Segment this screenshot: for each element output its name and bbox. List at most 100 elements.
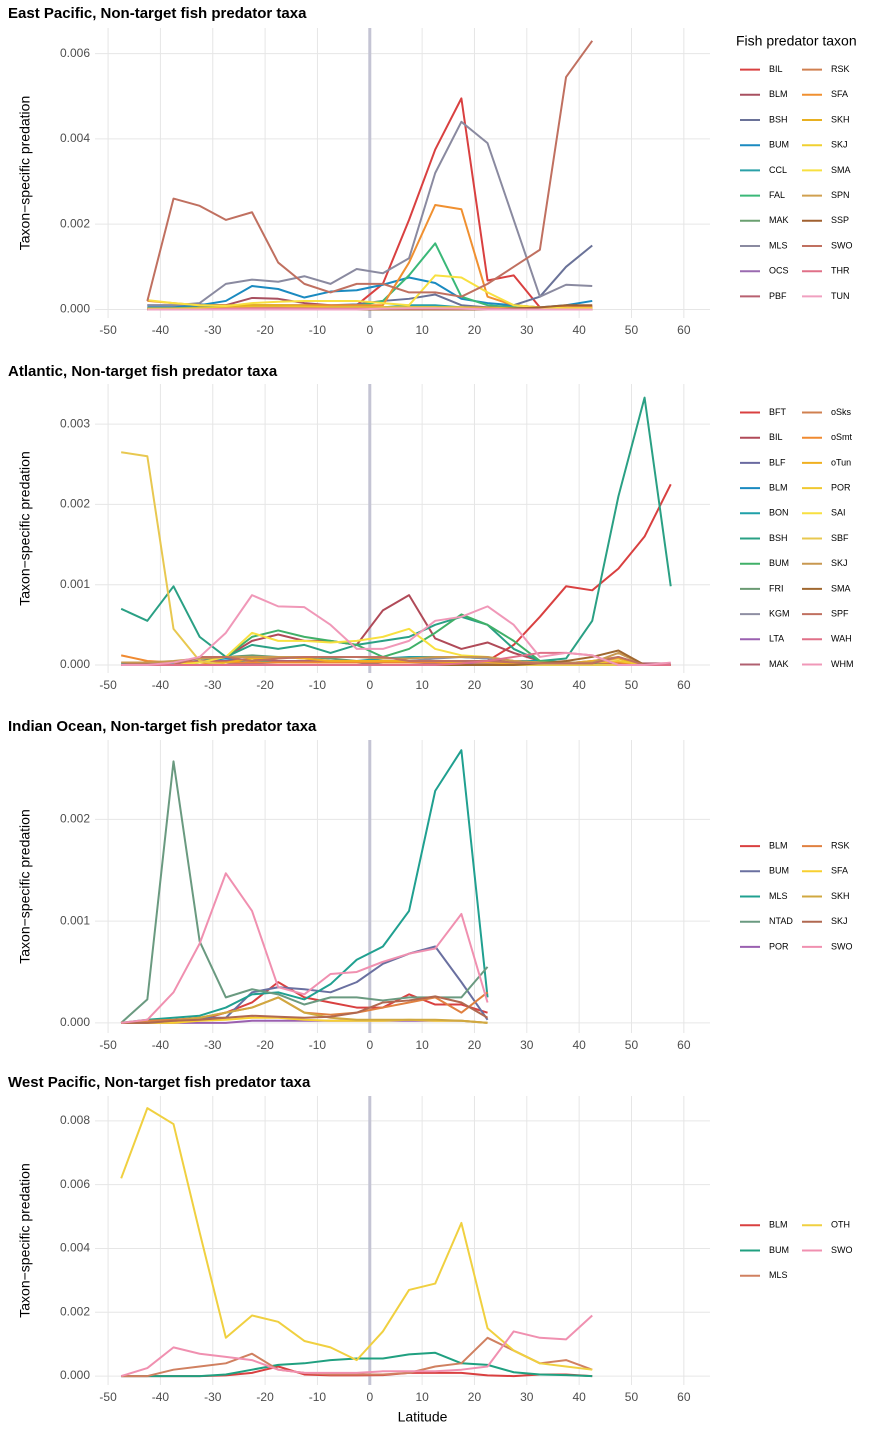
series-line: [121, 749, 489, 1024]
legend-label: BLM: [769, 840, 788, 850]
y-tick-label: 0.002: [60, 812, 90, 826]
y-tick-label: 0.002: [60, 216, 90, 230]
series-line: [147, 274, 593, 310]
legend-label: BLM: [769, 89, 788, 99]
panel-title: West Pacific, Non-target fish predator t…: [8, 1074, 311, 1091]
panel-title: Atlantic, Non-target fish predator taxa: [8, 363, 278, 380]
x-tick-label: 10: [415, 1390, 429, 1404]
legend-label: oTun: [831, 457, 851, 467]
x-tick-label: -10: [309, 1038, 327, 1052]
legend-label: BLM: [769, 1220, 788, 1230]
legend-label: SKH: [831, 114, 850, 124]
x-tick-label: -40: [152, 1390, 170, 1404]
x-tick-label: -50: [99, 1390, 117, 1404]
x-tick-label: 60: [677, 678, 691, 692]
x-tick-label: 40: [572, 323, 586, 337]
legend-label: SWO: [831, 941, 853, 951]
legend-label: LTA: [769, 634, 784, 644]
y-tick-label: 0.004: [60, 1241, 90, 1255]
legend-label: SKJ: [831, 916, 848, 926]
legend-label: BLF: [769, 457, 786, 467]
x-tick-label: 60: [677, 1390, 691, 1404]
x-tick-label: 20: [468, 323, 482, 337]
series-line: [120, 1314, 593, 1378]
legend-label: BUM: [769, 558, 789, 568]
legend-label: BUM: [769, 866, 789, 876]
x-tick-label: -20: [256, 678, 274, 692]
legend-label: OCS: [769, 266, 789, 276]
y-tick-label: 0.001: [60, 913, 90, 927]
x-tick-label: 20: [468, 1038, 482, 1052]
legend-label: SFA: [831, 89, 848, 99]
legend-label: SKH: [831, 891, 850, 901]
x-tick-label: 60: [677, 1038, 691, 1052]
y-tick-label: 0.000: [60, 657, 90, 671]
x-tick-label: 40: [572, 1390, 586, 1404]
x-tick-label: -30: [204, 323, 222, 337]
legend-label: SAI: [831, 508, 846, 518]
y-tick-label: 0.004: [60, 131, 90, 145]
series-line: [121, 655, 671, 666]
legend-label: SPN: [831, 190, 850, 200]
x-tick-label: -20: [256, 323, 274, 337]
y-axis-title: Taxon−specific predation: [17, 451, 33, 606]
legend-label: BON: [769, 508, 789, 518]
legend-label: OTH: [831, 1220, 850, 1230]
legend-label: POR: [831, 482, 851, 492]
legend-label: BSH: [769, 114, 788, 124]
x-tick-label: 50: [625, 678, 639, 692]
x-tick-label: 0: [366, 323, 373, 337]
legend-label: SKJ: [831, 140, 848, 150]
x-axis-title: Latitude: [398, 1409, 448, 1425]
x-tick-label: -40: [152, 323, 170, 337]
x-tick-label: 30: [520, 678, 534, 692]
legend-label: SFA: [831, 866, 848, 876]
panel: West Pacific, Non-target fish predator t…: [8, 1074, 853, 1425]
y-axis-title: Taxon−specific predation: [17, 1163, 33, 1318]
x-tick-label: 30: [520, 1038, 534, 1052]
y-tick-label: 0.000: [60, 1015, 90, 1029]
x-tick-label: 50: [625, 1390, 639, 1404]
x-tick-label: 10: [415, 1038, 429, 1052]
series-line: [146, 40, 594, 302]
y-tick-label: 0.002: [60, 1304, 90, 1318]
x-tick-label: 50: [625, 1038, 639, 1052]
x-tick-label: 20: [468, 678, 482, 692]
series-line: [120, 396, 672, 662]
x-tick-label: 40: [572, 678, 586, 692]
panel: East Pacific, Non-target fish predator t…: [8, 5, 857, 337]
x-tick-label: 40: [572, 1038, 586, 1052]
legend-label: BUM: [769, 140, 789, 150]
series-line: [147, 120, 593, 307]
legend-label: FAL: [769, 190, 785, 200]
x-tick-label: 10: [415, 323, 429, 337]
legend-label: BIL: [769, 432, 783, 442]
series-line: [120, 1107, 593, 1371]
y-tick-label: 0.001: [60, 577, 90, 591]
series-line: [121, 594, 671, 666]
legend-label: BUM: [769, 1245, 789, 1255]
y-tick-label: 0.002: [60, 497, 90, 511]
legend-label: MAK: [769, 215, 789, 225]
legend-label: KGM: [769, 608, 790, 618]
x-tick-label: -20: [256, 1038, 274, 1052]
legend-label: SWO: [831, 240, 853, 250]
legend-label: WHM: [831, 659, 854, 669]
legend-label: MLS: [769, 1270, 788, 1280]
panel-title: East Pacific, Non-target fish predator t…: [8, 5, 307, 22]
y-tick-label: 0.006: [60, 46, 90, 60]
legend-label: BSH: [769, 533, 788, 543]
y-axis-title: Taxon−specific predation: [17, 96, 33, 251]
legend-label: CCL: [769, 165, 787, 175]
y-tick-label: 0.003: [60, 416, 90, 430]
legend-label: SKJ: [831, 558, 848, 568]
legend-label: NTAD: [769, 916, 793, 926]
x-tick-label: -10: [309, 678, 327, 692]
x-tick-label: -40: [152, 1038, 170, 1052]
legend-label: SBF: [831, 533, 849, 543]
series-line: [147, 307, 593, 311]
legend-title: Fish predator taxon: [736, 32, 857, 48]
x-tick-label: -30: [204, 1038, 222, 1052]
x-tick-label: 0: [366, 1390, 373, 1404]
